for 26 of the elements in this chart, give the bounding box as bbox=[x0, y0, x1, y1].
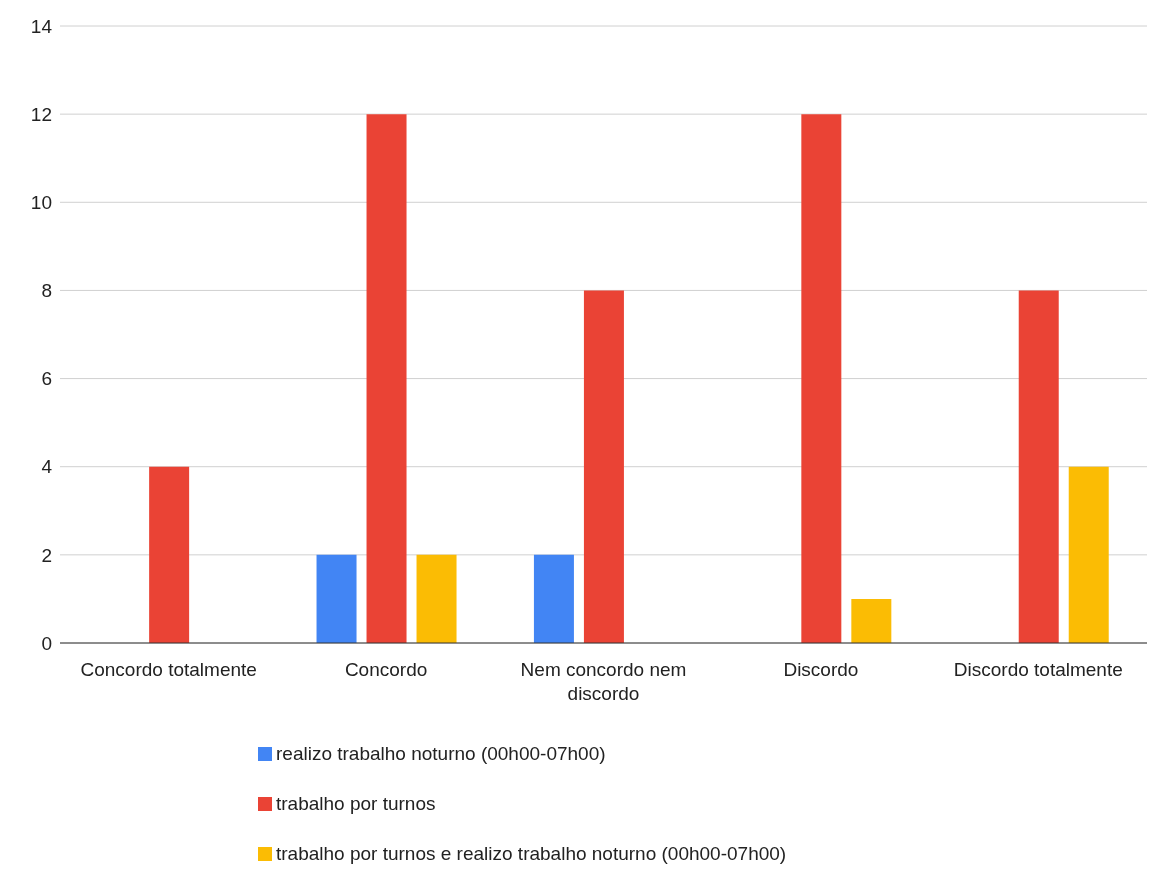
x-tick-label: Concordo totalmente bbox=[80, 659, 257, 681]
y-tick-label: 0 bbox=[41, 632, 52, 654]
y-tick-label: 14 bbox=[30, 15, 53, 37]
legend-label: trabalho por turnos bbox=[276, 793, 436, 815]
x-tick-label: Discordo totalmente bbox=[953, 659, 1123, 681]
x-tick-label: Discordo bbox=[783, 659, 859, 681]
legend-label: trabalho por turnos e realizo trabalho noturno (00h00-07h00) bbox=[276, 843, 787, 865]
x-tick-label: Concordo bbox=[344, 659, 428, 681]
bar bbox=[1018, 290, 1059, 643]
bar bbox=[1068, 466, 1109, 643]
y-tick-label: 2 bbox=[41, 544, 52, 566]
bar bbox=[851, 598, 892, 643]
legend-label: realizo trabalho noturno (00h00-07h00) bbox=[276, 743, 606, 765]
bar bbox=[316, 554, 357, 643]
y-tick-label: 12 bbox=[30, 103, 52, 125]
y-tick-label: 4 bbox=[41, 456, 53, 478]
bar bbox=[149, 466, 190, 643]
x-tick-label: Nem concordo nem discordo bbox=[520, 659, 687, 704]
y-tick-label: 10 bbox=[30, 192, 52, 214]
y-tick-label: 6 bbox=[41, 368, 52, 390]
bar bbox=[533, 554, 574, 643]
bar bbox=[416, 554, 457, 643]
y-tick-label: 8 bbox=[41, 280, 52, 302]
bar bbox=[583, 290, 624, 643]
bar bbox=[801, 114, 842, 643]
bar bbox=[366, 114, 407, 643]
